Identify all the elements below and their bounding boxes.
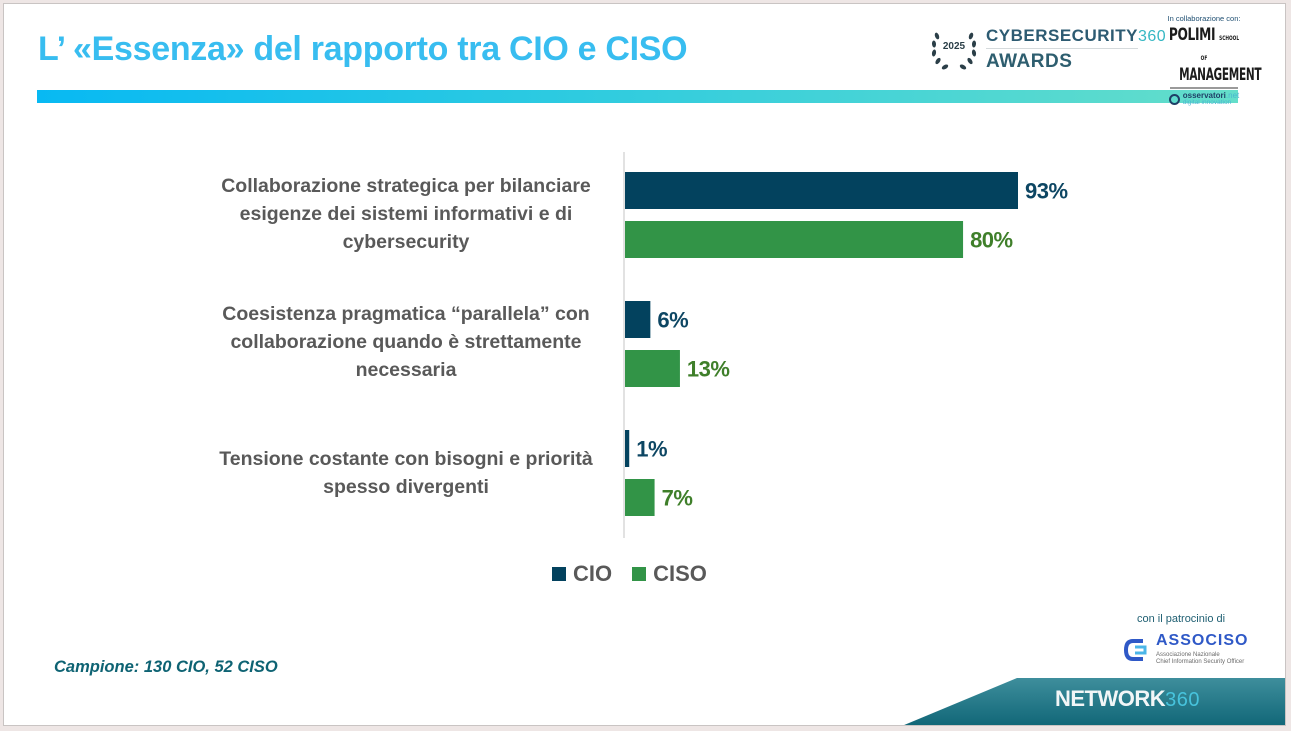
polimi-line1: POLIMI [1168, 25, 1216, 45]
bar-ciso-2 [625, 479, 655, 516]
bar-cio-0 [625, 172, 1018, 209]
network360-logo: NETWORK360 [1055, 686, 1200, 712]
associso-sub1: Associazione Nazionale [1156, 652, 1220, 658]
osservatori-logo: osservatori.net digital innovation [1154, 92, 1254, 106]
bar-ciso-1 [625, 350, 680, 387]
legend-item-ciso: CISO [632, 561, 707, 587]
awards-year: 2025 [942, 41, 966, 52]
category-label-line: necessaria [355, 359, 457, 381]
category-label-line: Tensione costante con bisogni e priorità [219, 448, 593, 470]
polimi-name: POLIMI SCHOOL OF [1168, 27, 1240, 67]
osservatori-name: osservatori [1182, 91, 1226, 100]
legend-swatch-ciso [632, 567, 647, 581]
category-label-1: Coesistenza pragmatica “parallela” con c… [186, 300, 626, 384]
awards-title: CYBERSECURITY360 [986, 26, 1166, 46]
category-label-2: Tensione costante con bisogni e priorità… [186, 445, 626, 501]
category-label-line: Collaborazione strategica per bilanciare [221, 175, 591, 197]
slide: L’ «Essenza» del rapporto tra CIO e CISO… [3, 3, 1286, 726]
patronage-label: con il patrocinio di [1137, 613, 1226, 625]
data-label-cio-1: 6% [657, 308, 688, 333]
associso-icon [1123, 639, 1147, 661]
data-label-cio-2: 1% [636, 437, 667, 462]
legend-label-ciso: CISO [653, 561, 707, 586]
legend-label-cio: CIO [573, 561, 613, 586]
polimi-line2: MANAGEMENT [1179, 65, 1262, 85]
awards-title-text: CYBERSECURITY [986, 26, 1138, 45]
bar-cio-2 [625, 430, 630, 467]
page-title: L’ «Essenza» del rapporto tra CIO e CISO [38, 30, 688, 68]
osservatori-tld: .net [1225, 91, 1240, 100]
polimi-school: SCHOOL OF [1200, 35, 1240, 62]
associso-logo: ASSOCISO Associazione Nazionale Chief In… [1121, 632, 1256, 670]
associso-subtitle: Associazione Nazionale Chief Information… [1156, 652, 1244, 666]
category-label-line: cybersecurity [342, 231, 470, 253]
chart-legend: CIO CISO [552, 561, 707, 587]
osservatori-sub: digital innovation [1182, 99, 1232, 106]
cybersecurity-awards-logo: 2025 CYBERSECURITY360 AWARDS [930, 26, 1166, 74]
osservatori-text: osservatori.net digital innovation [1182, 91, 1240, 107]
osservatori-icon [1168, 93, 1180, 105]
data-label-ciso-0: 80% [970, 228, 1013, 253]
network-name: NETWORK [1055, 686, 1166, 711]
laurel-icon [931, 32, 977, 70]
collaboration-label: In collaborazione con: [1167, 14, 1241, 23]
legend-item-cio: CIO [552, 561, 612, 587]
category-label-line: Coesistenza pragmatica “parallela” con [222, 303, 590, 325]
category-label-line: collaborazione quando è strettamente [230, 331, 582, 353]
category-label-line: esigenze dei sistemi informativi e di [239, 203, 573, 225]
data-label-ciso-2: 7% [662, 486, 693, 511]
data-label-cio-0: 93% [1025, 179, 1068, 204]
awards-360: 360 [1137, 28, 1167, 45]
bar-chart: 93% 80% 6% 13% 1% 7% [623, 152, 1068, 538]
title-gradient-bar [37, 90, 1238, 103]
category-label-line: spesso divergenti [323, 476, 489, 498]
data-label-ciso-1: 13% [687, 357, 730, 382]
associso-sub2: Chief Information Security Officer [1156, 659, 1245, 665]
polimi-divider [1170, 87, 1238, 89]
collaboration-logos: In collaborazione con: POLIMI SCHOOL OF … [1154, 14, 1262, 106]
associso-name: ASSOCISO [1156, 632, 1249, 649]
network-360: 360 [1165, 689, 1201, 711]
awards-subtitle: AWARDS [986, 51, 1073, 72]
sample-note: Campione: 130 CIO, 52 CISO [54, 658, 278, 676]
polimi-logo: POLIMI SCHOOL OF MANAGEMENT [1154, 27, 1262, 84]
bar-ciso-0 [625, 221, 964, 258]
bar-cio-1 [625, 301, 651, 338]
category-label-0: Collaborazione strategica per bilanciare… [186, 172, 626, 256]
legend-swatch-cio [552, 567, 566, 581]
awards-divider [986, 48, 1138, 49]
